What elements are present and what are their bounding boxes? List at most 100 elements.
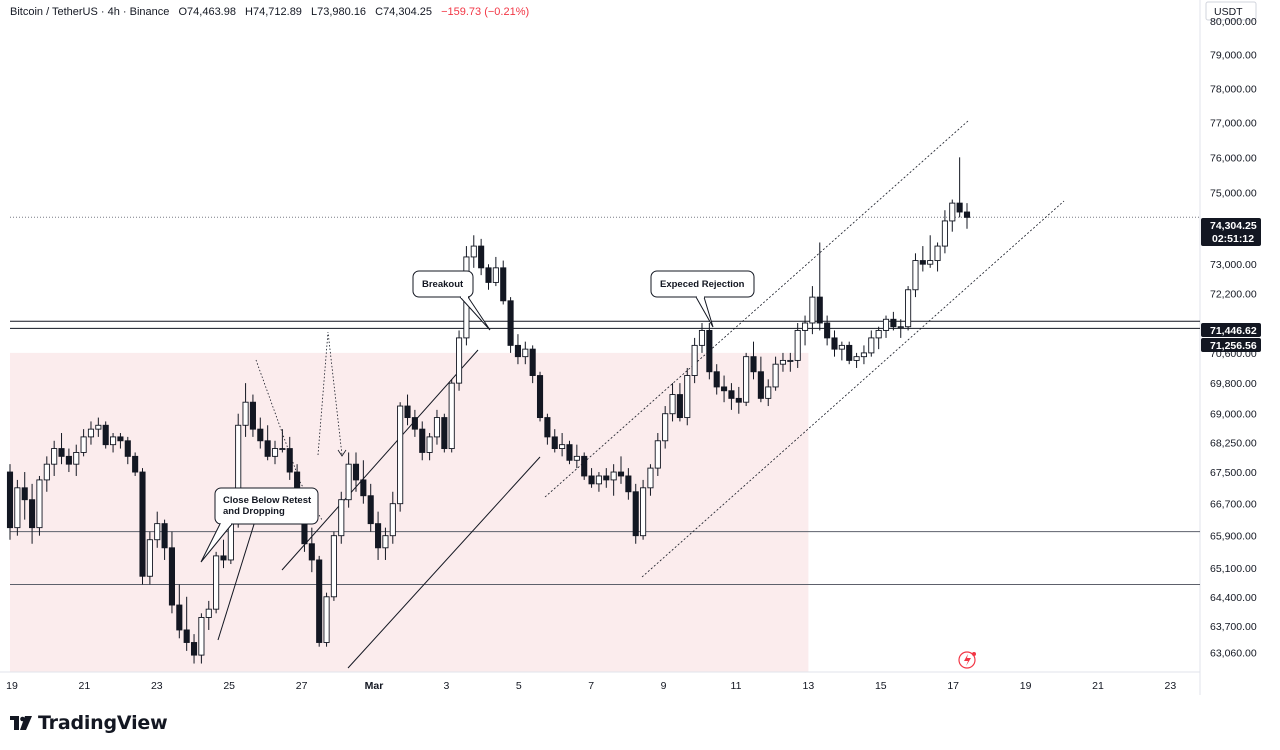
- candle-body-14: [110, 436, 117, 446]
- candle-body-70: [522, 348, 529, 358]
- candle-body-95: [706, 329, 713, 373]
- level-high-value: 71,446.62: [1210, 325, 1257, 337]
- candle-body-116: [860, 352, 867, 358]
- time-tick-4: 27: [296, 680, 308, 692]
- candle-body-59: [441, 417, 448, 450]
- expected-rejection-callout[interactable]: Expeced Rejection: [650, 270, 755, 328]
- candle-body-38: [286, 448, 293, 473]
- candle-body-82: [610, 471, 617, 481]
- candle-body-112: [831, 337, 838, 350]
- countdown-value: 02:51:12: [1212, 233, 1254, 245]
- price-tick-12: 67,500.00: [1210, 467, 1257, 479]
- candle-body-47: [352, 463, 360, 481]
- price-tick-16: 64,400.00: [1210, 592, 1257, 604]
- candle-body-41: [308, 543, 315, 561]
- candle-body-60: [448, 382, 455, 450]
- candle-body-130: [963, 211, 971, 218]
- time-tick-7: 5: [516, 680, 522, 692]
- candle-body-57: [426, 436, 433, 453]
- candle-body-121: [897, 326, 904, 329]
- candle-body-72: [536, 375, 544, 419]
- candle-body-6: [51, 448, 58, 465]
- candle-body-91: [676, 394, 683, 419]
- candle-body-54: [404, 405, 411, 419]
- projection-path-up: [317, 331, 343, 456]
- time-axis: 19 21 23 25 27 Mar 3 5 7 9 11 13 15 17 19 21 23: [6, 680, 1176, 692]
- level-low-value: 71,256.56: [1210, 340, 1257, 352]
- price-tick-17: 63,700.00: [1210, 621, 1257, 633]
- candle-body-10: [80, 436, 87, 453]
- tradingview-logo[interactable]: TradingView: [10, 712, 168, 734]
- candle-body-7: [58, 448, 65, 457]
- candle-body-107: [794, 329, 801, 361]
- candle-body-128: [949, 202, 956, 222]
- price-tick-4: 76,000.00: [1210, 152, 1257, 164]
- candle-body-56: [419, 428, 426, 453]
- candle-body-79: [588, 475, 595, 485]
- candle-body-19: [146, 539, 153, 577]
- close-below-label-line1: Close Below Retest: [223, 495, 312, 506]
- close-below-callout[interactable]: Close Below Retest and Dropping: [200, 487, 319, 563]
- tradingview-logo-icon: [10, 716, 32, 730]
- candle-body-85: [632, 491, 639, 537]
- candle-body-74: [551, 436, 558, 450]
- candle-body-67: [500, 267, 507, 302]
- ohlc-low: L73,980.16: [311, 6, 366, 18]
- breakout-label: Breakout: [422, 279, 464, 290]
- candle-body-29: [220, 555, 227, 561]
- currency-button[interactable]: [1205, 1, 1257, 21]
- lightning-icon[interactable]: [958, 651, 976, 669]
- candle-body-111: [824, 322, 831, 339]
- candle-body-25: [190, 642, 198, 656]
- candle-body-9: [73, 452, 80, 465]
- candle-body-12: [95, 424, 102, 430]
- candle-body-125: [927, 260, 934, 265]
- candle-body-117: [868, 337, 875, 354]
- candle-body-63: [470, 245, 477, 258]
- candle-body-52: [389, 503, 396, 537]
- candle-body-106: [787, 359, 794, 362]
- candle-body-122: [905, 289, 912, 328]
- candle-body-3: [29, 499, 36, 529]
- candle-body-73: [544, 417, 551, 438]
- candle-body-76: [566, 444, 573, 461]
- time-tick-5: Mar: [365, 680, 384, 692]
- candle-body-21: [161, 523, 168, 549]
- ohlc-open: O74,463.98: [178, 6, 236, 18]
- candle-body-96: [713, 371, 720, 388]
- projection-arrow-head: [337, 449, 347, 457]
- price-tick-14: 65,900.00: [1210, 531, 1257, 543]
- symbol-header: Bitcoin / TetherUS · 4h · Binance O74,46…: [10, 6, 529, 18]
- candle-body-32: [242, 401, 249, 426]
- candle-body-81: [603, 475, 610, 481]
- candle-body-129: [956, 202, 963, 213]
- candle-body-126: [934, 245, 941, 262]
- candle-body-58: [433, 417, 441, 438]
- time-tick-10: 11: [731, 680, 742, 692]
- candle-body-11: [87, 428, 95, 438]
- candle-body-105: [779, 359, 787, 365]
- candle-body-123: [912, 260, 919, 291]
- price-tick-7: 72,200.00: [1210, 288, 1257, 300]
- price-tick-18: 63,060.00: [1210, 648, 1257, 660]
- candle-body-100: [743, 356, 750, 403]
- candle-body-86: [640, 487, 647, 537]
- candle-body-20: [154, 523, 161, 541]
- candle-body-101: [750, 356, 757, 373]
- time-tick-0: 19: [6, 680, 18, 692]
- breakout-callout[interactable]: Breakout: [412, 270, 491, 331]
- currency-label: USDT: [1214, 6, 1243, 18]
- price-tick-1: 79,000.00: [1210, 50, 1257, 62]
- candle-body-120: [890, 318, 897, 328]
- candle-body-50: [375, 523, 382, 549]
- candle-body-115: [853, 356, 860, 361]
- time-tick-12: 15: [875, 680, 887, 692]
- candle-body-114: [846, 344, 853, 361]
- price-tick-15: 65,100.00: [1210, 563, 1257, 575]
- candle-body-5: [43, 463, 50, 481]
- time-tick-2: 23: [151, 680, 163, 692]
- candle-body-55: [411, 417, 418, 430]
- candle-body-110: [816, 296, 823, 324]
- candle-body-17: [132, 455, 139, 473]
